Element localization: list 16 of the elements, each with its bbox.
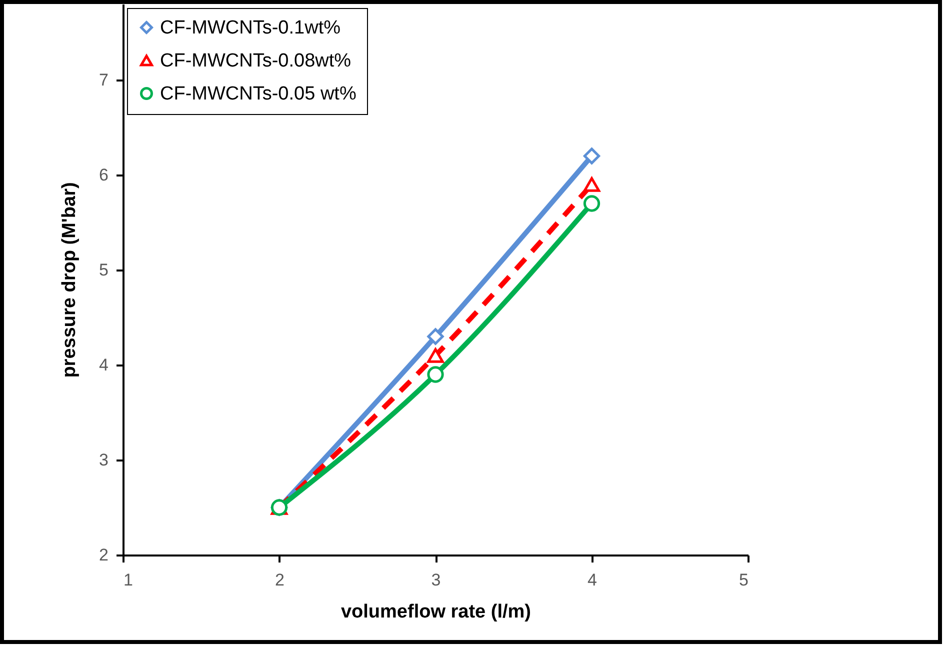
y-tick-label: 5: [99, 260, 108, 280]
y-tick-label: 7: [99, 70, 108, 90]
y-axis-title: pressure drop (M'bar): [59, 182, 80, 378]
x-tick-label: 3: [431, 570, 441, 590]
x-tick-label: 1: [124, 570, 133, 590]
x-tick-label: 5: [739, 570, 748, 590]
x-tick-label: 4: [588, 570, 597, 590]
legend-label: CF-MWCNTs-0.05 wt%: [160, 84, 356, 104]
y-tick-label: 4: [99, 356, 108, 374]
x-axis-title: volumeflow rate (l/m): [340, 602, 532, 622]
y-tick-label: 6: [99, 166, 108, 184]
legend-label: CF-MWCNTs-0.08wt%: [160, 50, 352, 72]
legend-label: CF-MWCNTs-0.1wt%: [160, 18, 341, 38]
y-tick-label: 3: [99, 450, 108, 470]
x-tick-label: 2: [275, 570, 284, 590]
y-tick-label: 2: [99, 546, 108, 564]
